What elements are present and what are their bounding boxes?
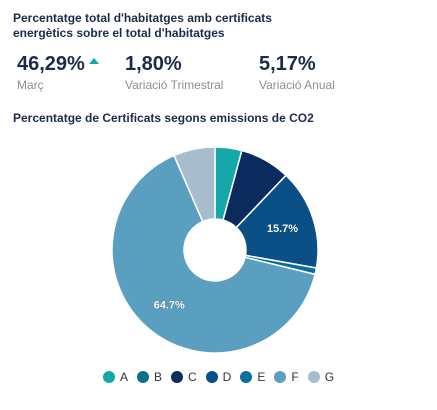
chart-legend: A B C D E F G [0,370,437,384]
kpi-current-label: Març [17,78,44,92]
kpi-row: 46,29% Març 1,80% Variació Trimestral 5,… [17,53,437,98]
slice-d[interactable] [235,174,319,269]
kpi-quarterly-label: Variació Trimestral [125,78,224,92]
kpi-annual-value: 5,17% [259,53,316,75]
arrow-up-icon [88,57,99,64]
data-label-f: 64.7% [154,299,185,311]
kpi-quarterly-value: 1,80% [125,53,182,75]
legend-swatch [307,371,320,383]
legend-swatch [274,371,287,383]
legend-label: D [222,370,232,384]
chart-title: Percentatge de Certificats segons emissi… [13,111,314,125]
legend-label: A [119,370,128,384]
kpi-current: 46,29% Març [17,53,99,92]
legend-swatch [240,371,253,383]
slice-g[interactable] [173,146,216,223]
legend-item-d[interactable]: D [205,370,232,384]
kpi-current-value: 46,29% [17,53,85,75]
legend-swatch [205,371,218,383]
data-label-d: 15.7% [267,223,298,235]
donut-chart: 15.7% 64.7% [111,146,319,354]
legend-label: G [324,370,335,384]
legend-swatch [102,371,115,383]
legend-label: F [291,370,299,384]
legend-item-c[interactable]: C [170,370,197,384]
legend-item-f[interactable]: F [274,370,299,384]
legend-item-g[interactable]: G [307,370,335,384]
legend-item-e[interactable]: E [240,370,265,384]
legend-item-b[interactable]: B [136,370,162,384]
legend-label: E [257,370,266,384]
kpi-quarterly: 1,80% Variació Trimestral [125,53,223,92]
legend-swatch [136,371,149,383]
slice-f[interactable] [111,154,316,354]
legend-swatch [170,371,183,383]
page-title: Percentatge total d'habitatges amb certi… [13,11,272,40]
kpi-annual: 5,17% Variació Anual [259,53,335,92]
kpi-annual-label: Variació Anual [259,78,335,92]
legend-label: C [187,370,197,384]
legend-item-a[interactable]: A [102,370,128,384]
legend-label: B [153,370,162,384]
